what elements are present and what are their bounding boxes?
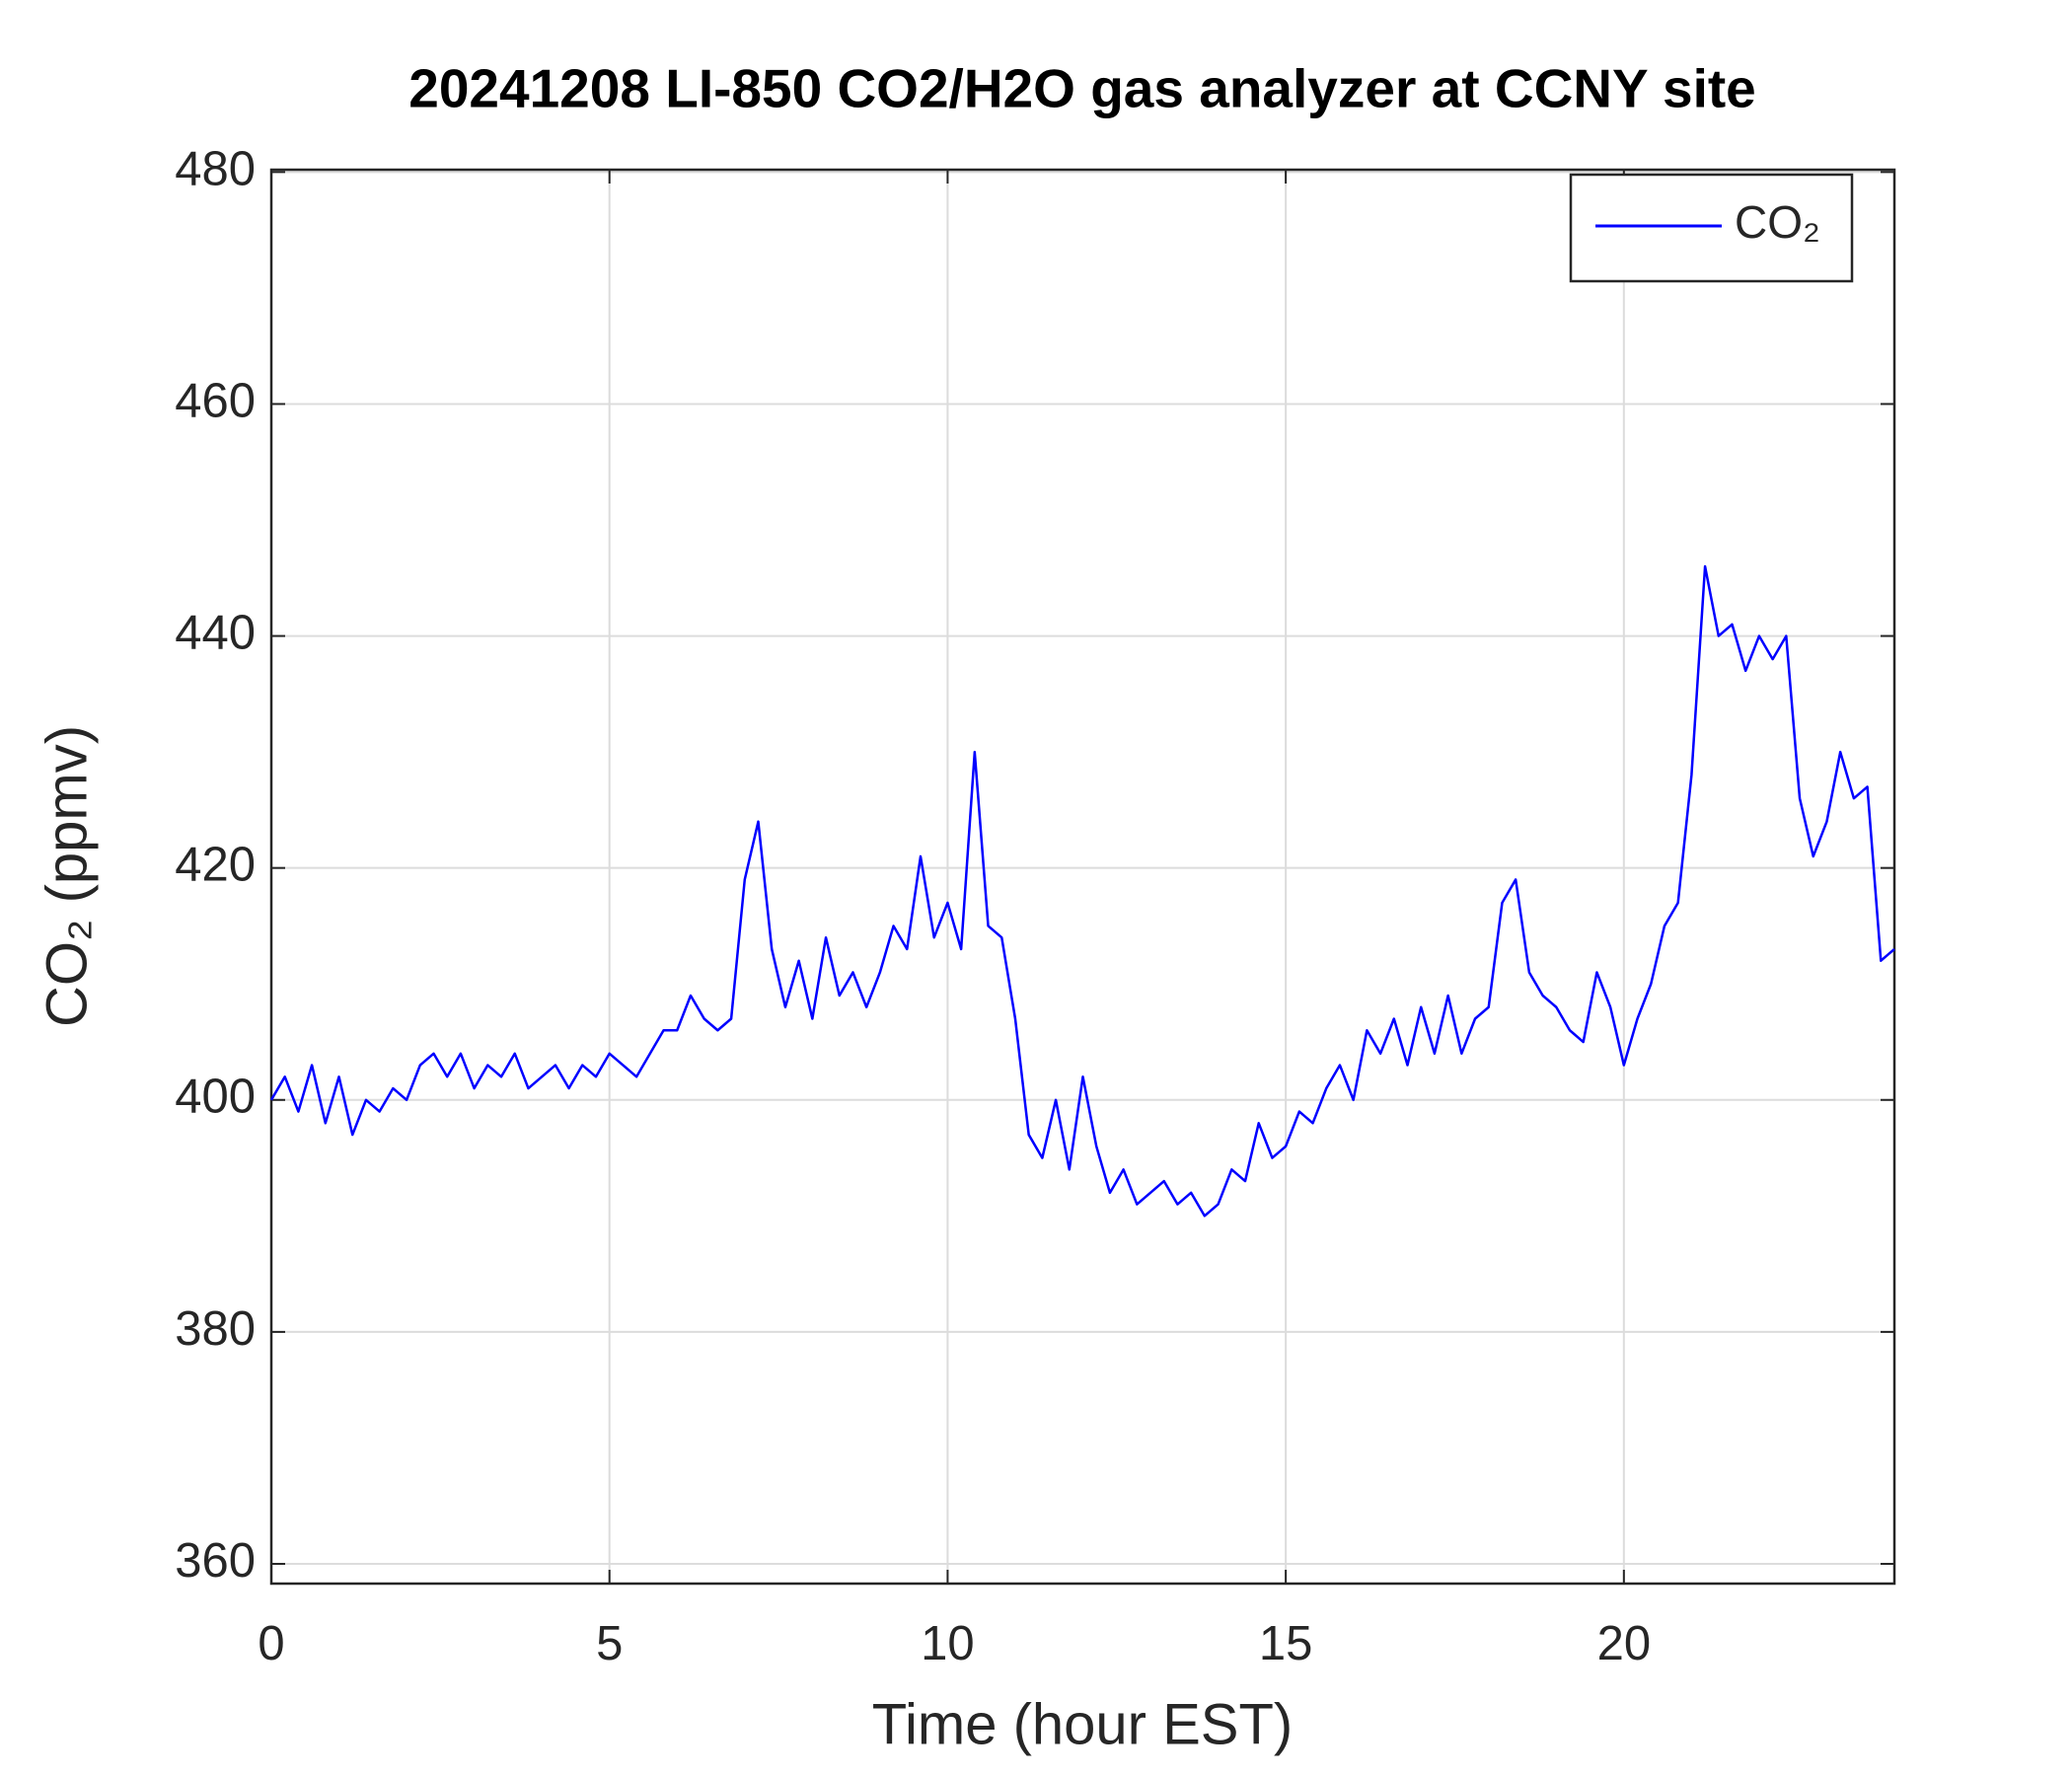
x-tick-label: 15	[1259, 1617, 1313, 1670]
x-tick-label: 5	[596, 1617, 623, 1670]
data-line	[269, 564, 1895, 1218]
legend-label: CO₂	[1735, 196, 1820, 248]
legend-box	[1569, 173, 1854, 283]
y-tick-label: 380	[175, 1302, 256, 1356]
x-tick-label: 10	[921, 1617, 975, 1670]
chart-title: 20241208 LI-850 CO2/H2O gas analyzer at …	[408, 58, 1756, 119]
x-axis-label: Time (hour EST)	[872, 1692, 1293, 1756]
plot-frame	[269, 168, 1896, 1586]
x-tick-label: 20	[1597, 1617, 1652, 1670]
y-tick-label: 420	[175, 839, 256, 892]
y-tick-label: 480	[175, 142, 256, 195]
y-axis-label: CO₂ (ppmv)	[35, 725, 99, 1027]
x-tick-label: 0	[258, 1617, 284, 1670]
y-tick-label: 440	[175, 607, 256, 660]
y-tick-label: 360	[175, 1534, 256, 1588]
y-tick-label: 460	[175, 374, 256, 427]
y-tick-label: 400	[175, 1071, 256, 1124]
